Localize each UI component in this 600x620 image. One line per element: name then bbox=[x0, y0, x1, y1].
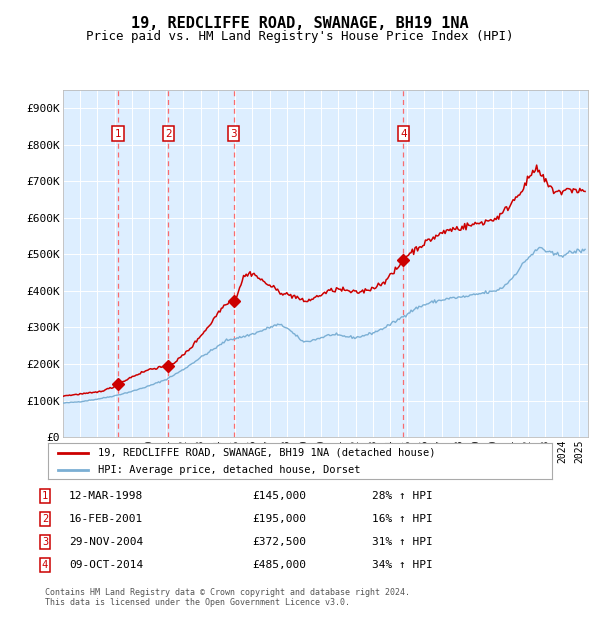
Text: £145,000: £145,000 bbox=[252, 491, 306, 501]
Text: 34% ↑ HPI: 34% ↑ HPI bbox=[372, 560, 433, 570]
Text: 1: 1 bbox=[115, 129, 121, 139]
Text: 12-MAR-1998: 12-MAR-1998 bbox=[69, 491, 143, 501]
Text: 4: 4 bbox=[400, 129, 407, 139]
Text: 19, REDCLIFFE ROAD, SWANAGE, BH19 1NA: 19, REDCLIFFE ROAD, SWANAGE, BH19 1NA bbox=[131, 16, 469, 31]
Text: 2: 2 bbox=[165, 129, 172, 139]
Text: 16-FEB-2001: 16-FEB-2001 bbox=[69, 514, 143, 524]
Text: 19, REDCLIFFE ROAD, SWANAGE, BH19 1NA (detached house): 19, REDCLIFFE ROAD, SWANAGE, BH19 1NA (d… bbox=[98, 448, 436, 458]
Text: £372,500: £372,500 bbox=[252, 537, 306, 547]
Text: £195,000: £195,000 bbox=[252, 514, 306, 524]
Text: HPI: Average price, detached house, Dorset: HPI: Average price, detached house, Dors… bbox=[98, 464, 361, 475]
Text: 2: 2 bbox=[42, 514, 48, 524]
Text: 16% ↑ HPI: 16% ↑ HPI bbox=[372, 514, 433, 524]
Text: 1: 1 bbox=[42, 491, 48, 501]
Text: Contains HM Land Registry data © Crown copyright and database right 2024.
This d: Contains HM Land Registry data © Crown c… bbox=[45, 588, 410, 607]
Text: 3: 3 bbox=[42, 537, 48, 547]
Text: 28% ↑ HPI: 28% ↑ HPI bbox=[372, 491, 433, 501]
Text: 3: 3 bbox=[230, 129, 237, 139]
Text: £485,000: £485,000 bbox=[252, 560, 306, 570]
Text: 09-OCT-2014: 09-OCT-2014 bbox=[69, 560, 143, 570]
Text: 31% ↑ HPI: 31% ↑ HPI bbox=[372, 537, 433, 547]
Text: 4: 4 bbox=[42, 560, 48, 570]
Text: Price paid vs. HM Land Registry's House Price Index (HPI): Price paid vs. HM Land Registry's House … bbox=[86, 30, 514, 43]
Text: 29-NOV-2004: 29-NOV-2004 bbox=[69, 537, 143, 547]
